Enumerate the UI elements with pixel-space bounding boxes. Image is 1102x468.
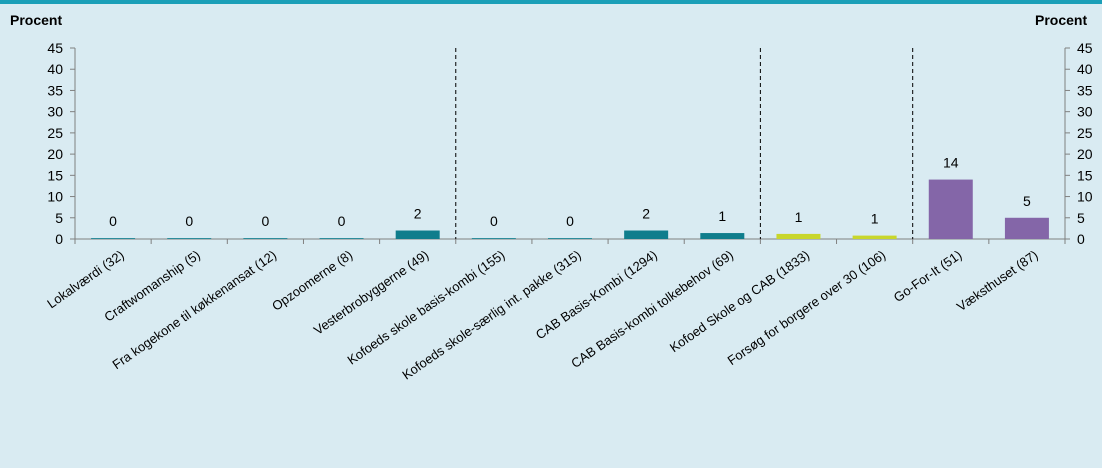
bar-4 <box>396 231 440 239</box>
y-tick-label-right-0: 0 <box>1077 231 1085 247</box>
y-tick-label-left-4: 20 <box>47 146 63 162</box>
data-label-10: 1 <box>871 211 879 227</box>
y-tick-label-left-6: 30 <box>47 104 63 120</box>
bar-2 <box>243 238 287 239</box>
y-tick-label-right-5: 25 <box>1077 125 1093 141</box>
data-label-2: 0 <box>261 213 269 229</box>
bar-9 <box>776 234 820 239</box>
bar-5 <box>472 238 516 239</box>
y-tick-label-left-7: 35 <box>47 82 63 98</box>
data-label-4: 2 <box>414 206 422 222</box>
y-tick-label-right-8: 40 <box>1077 61 1093 77</box>
bar-12 <box>1005 218 1049 239</box>
bar-8 <box>700 233 744 239</box>
bar-0 <box>91 238 135 239</box>
y-tick-label-right-3: 15 <box>1077 167 1093 183</box>
y-axis-title-left: Procent <box>10 12 62 28</box>
bar-10 <box>853 236 897 239</box>
y-tick-label-right-7: 35 <box>1077 82 1093 98</box>
data-label-6: 0 <box>566 213 574 229</box>
data-label-7: 2 <box>642 206 650 222</box>
category-label-10: Forsøg for borgere over 30 (106) <box>725 247 889 368</box>
data-label-11: 14 <box>943 155 959 171</box>
data-label-3: 0 <box>338 213 346 229</box>
category-label-11: Go-For-It (51) <box>891 247 965 305</box>
y-tick-label-left-2: 10 <box>47 189 63 205</box>
y-tick-label-left-9: 45 <box>47 40 63 56</box>
category-label-7: CAB Basis-Kombi (1294) <box>533 247 660 342</box>
category-label-8: CAB Basis-kombi tolkebehov (69) <box>568 247 736 371</box>
y-tick-label-right-9: 45 <box>1077 40 1093 56</box>
bar-7 <box>624 231 668 239</box>
bar-1 <box>167 238 211 239</box>
y-tick-label-right-2: 10 <box>1077 189 1093 205</box>
y-tick-label-left-3: 15 <box>47 167 63 183</box>
bar-11 <box>929 180 973 239</box>
data-label-0: 0 <box>109 213 117 229</box>
category-label-9: Kofoed Skole og CAB (1833) <box>667 247 812 355</box>
y-tick-label-left-0: 0 <box>55 231 63 247</box>
data-label-1: 0 <box>185 213 193 229</box>
y-tick-label-right-1: 5 <box>1077 210 1085 226</box>
y-tick-label-right-4: 20 <box>1077 146 1093 162</box>
bar-6 <box>548 238 592 239</box>
data-label-12: 5 <box>1023 193 1031 209</box>
category-label-2: Fra kogekone til køkkenansat (12) <box>109 247 279 372</box>
bar-3 <box>320 238 364 239</box>
category-label-12: Væksthuset (87) <box>954 247 1041 314</box>
data-label-5: 0 <box>490 213 498 229</box>
data-label-9: 1 <box>795 209 803 225</box>
category-label-0: Lokalværdi (32) <box>44 247 127 311</box>
y-tick-label-right-6: 30 <box>1077 104 1093 120</box>
data-label-8: 1 <box>718 208 726 224</box>
y-tick-label-left-8: 40 <box>47 61 63 77</box>
y-tick-label-left-5: 25 <box>47 125 63 141</box>
y-tick-label-left-1: 5 <box>55 210 63 226</box>
y-axis-title-right: Procent <box>1035 12 1087 28</box>
category-label-5: Kofoeds skole basis-kombi (155) <box>344 247 507 367</box>
